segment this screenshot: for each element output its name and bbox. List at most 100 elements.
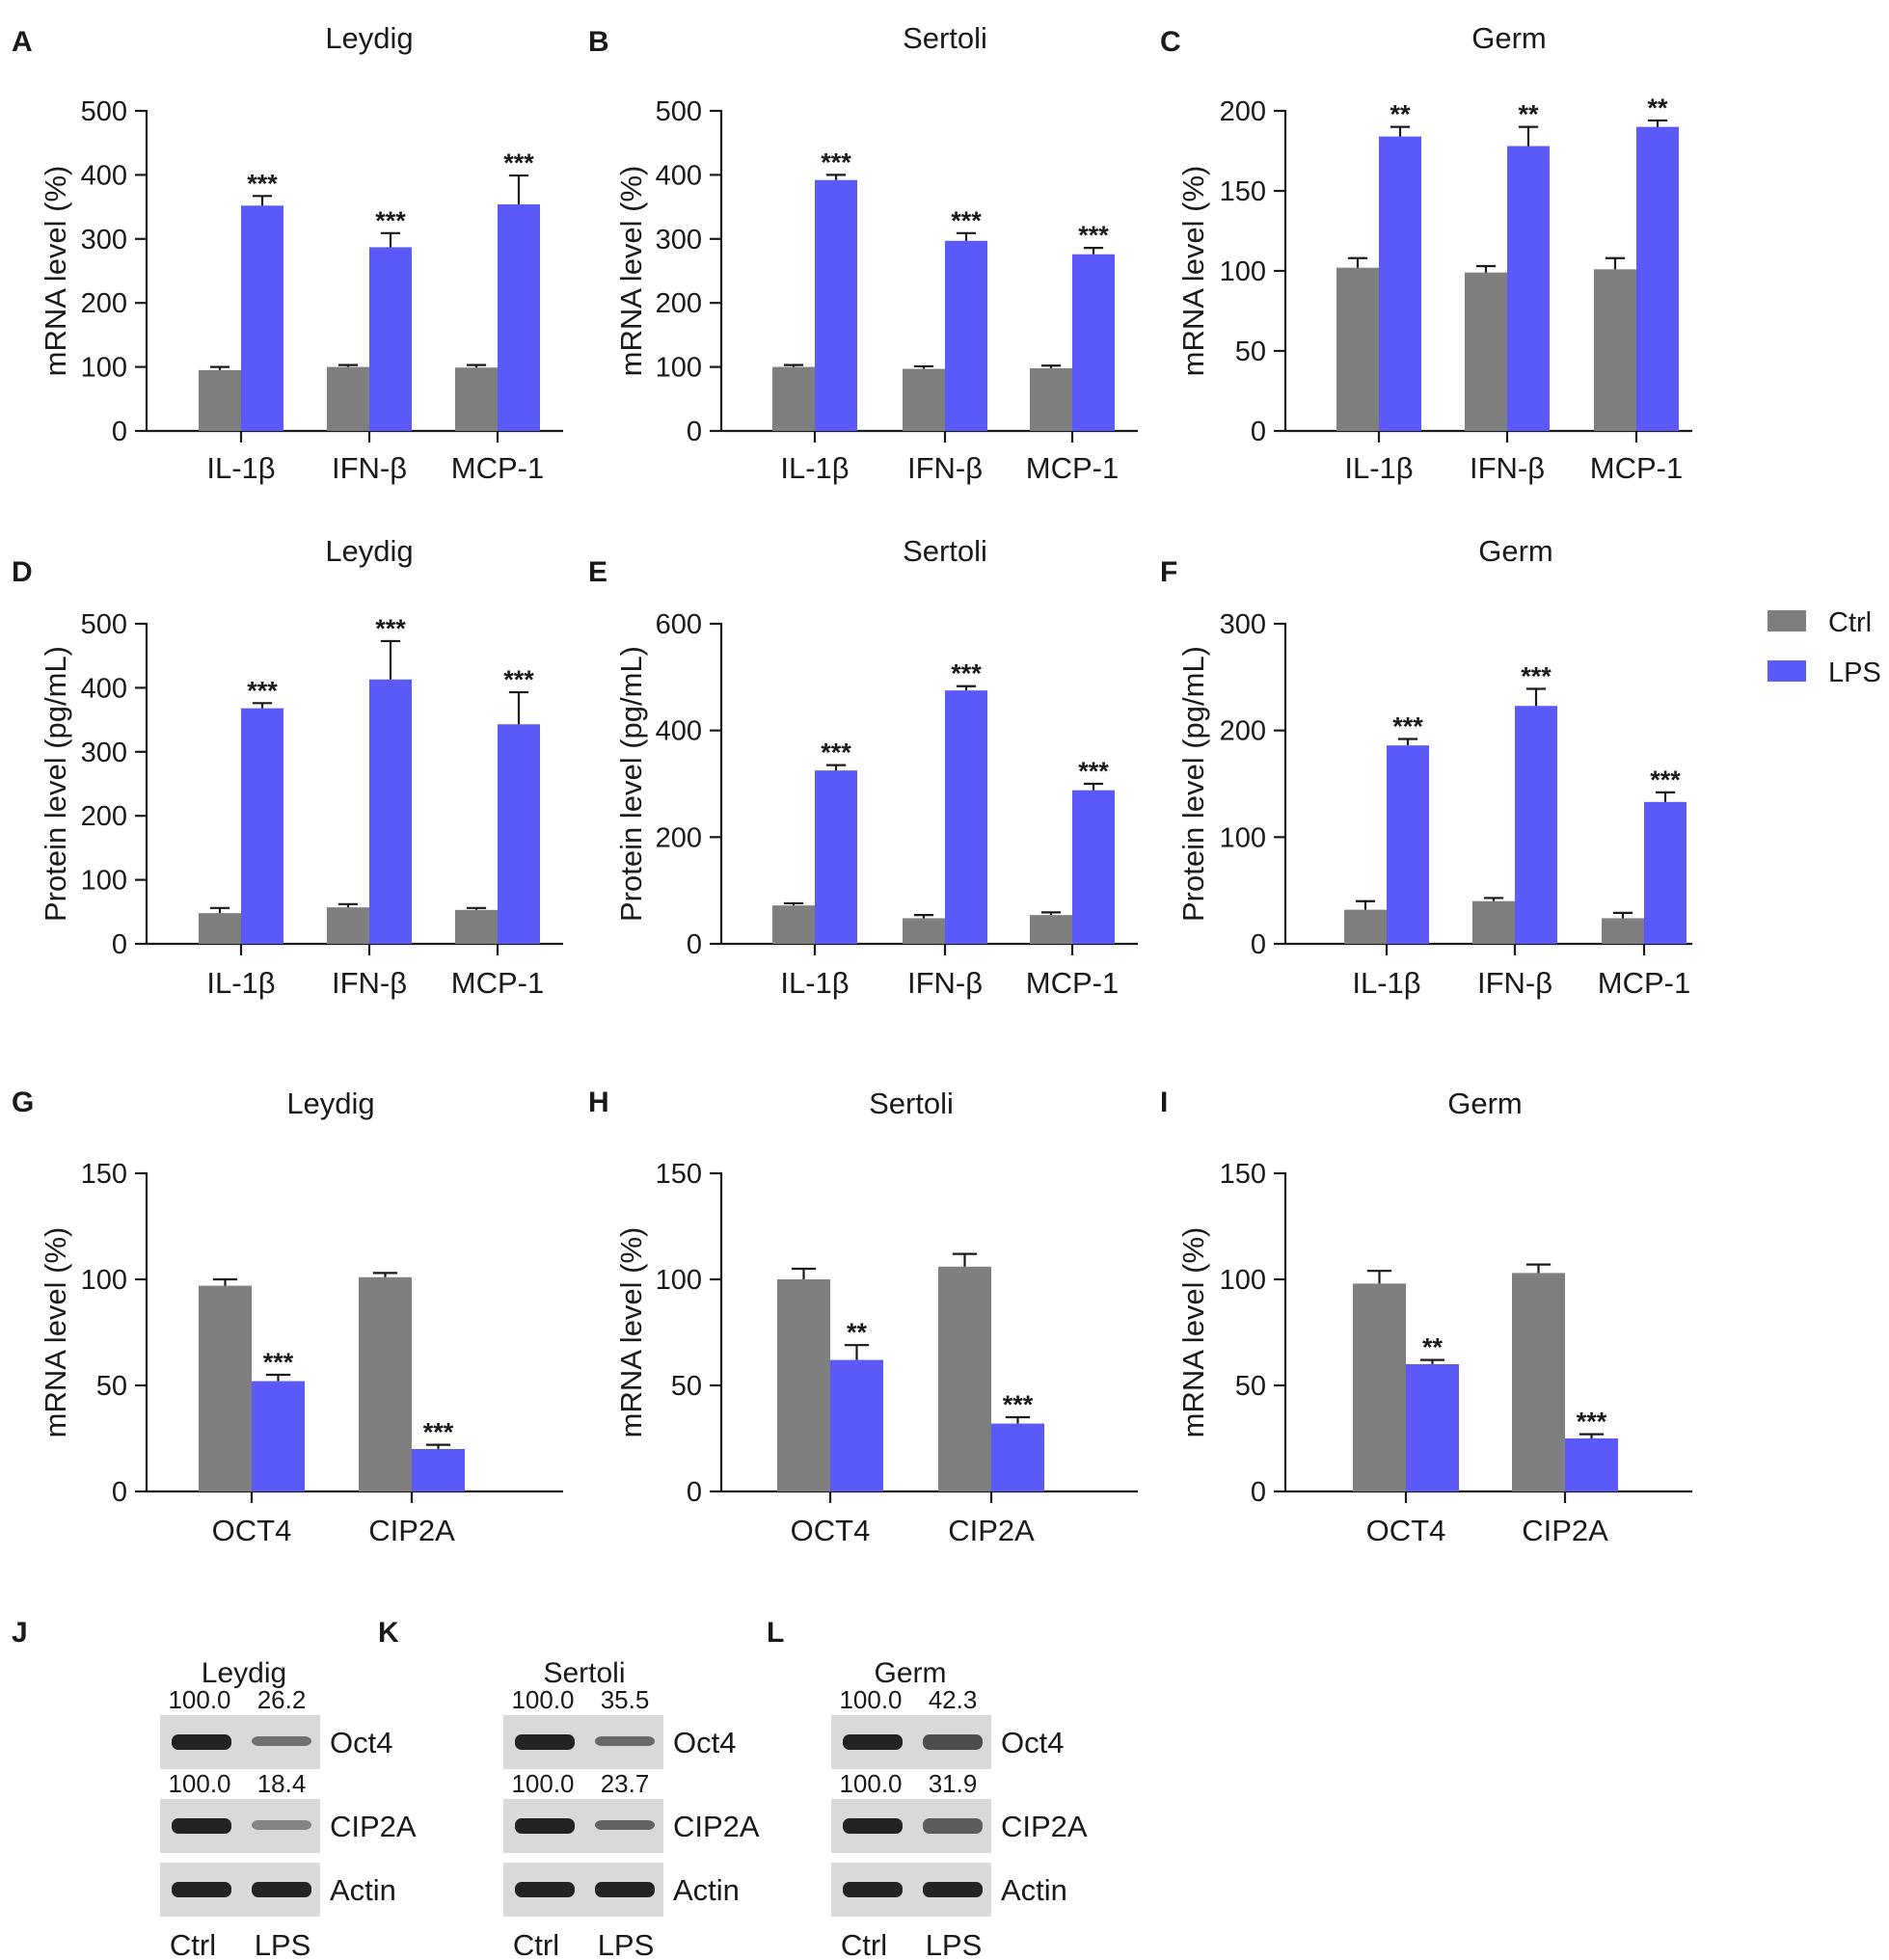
panel-letter: L [767, 1617, 784, 1649]
chart-panel-f: F Germ Protein level (pg/mL) 0 100 200 300 IL-1… [1160, 534, 1692, 1000]
blot-band [515, 1818, 575, 1834]
blot-band [515, 1734, 575, 1750]
bar-lps [830, 1359, 883, 1491]
blot-row-label: Oct4 [1001, 1726, 1064, 1759]
x-tick-label: IFN-β [332, 451, 407, 485]
blot-panel-k: K Sertoli Oct4 100.0 35.5 CIP2A 100.0 23.7 Actin… [378, 1617, 760, 1960]
y-axis-label: mRNA level (%) [614, 1227, 648, 1438]
y-axis-label: mRNA level (%) [1176, 166, 1210, 377]
significance-marker: *** [951, 659, 982, 688]
y-tick-label: 200 [656, 288, 702, 319]
y-tick-label: 200 [1220, 716, 1266, 747]
x-tick-label: IL-1β [1344, 451, 1413, 485]
panel-letter: B [588, 26, 609, 58]
bar-ctrl [772, 905, 815, 944]
bar-ctrl [1472, 900, 1515, 944]
significance-marker: ** [847, 1318, 868, 1347]
x-tick-label: OCT4 [791, 1514, 871, 1547]
bar-lps [991, 1423, 1044, 1491]
bar-lps [1565, 1438, 1618, 1491]
blot-row-cip2a: CIP2A 100.0 23.7 [503, 1769, 760, 1853]
bar-ctrl [777, 1279, 830, 1491]
y-tick-label: 500 [81, 96, 127, 127]
bar-ctrl [199, 913, 241, 944]
blot-panel-j: J Leydig Oct4 100.0 26.2 CIP2A 100.0 18.4 Actin C… [12, 1617, 417, 1960]
y-axis-label: mRNA level (%) [1176, 1227, 1210, 1438]
blot-quant-value: 18.4 [257, 1769, 307, 1798]
bar-lps [252, 1381, 305, 1491]
bar-ctrl [1353, 1283, 1406, 1491]
blot-band [515, 1882, 575, 1897]
x-tick-label: IL-1β [780, 966, 849, 1000]
significance-marker: *** [821, 148, 851, 176]
blot-quant-value: 100.0 [839, 1769, 902, 1798]
blot-row-oct4: Oct4 100.0 26.2 [160, 1685, 392, 1769]
blot-row-oct4: Oct4 100.0 35.5 [503, 1685, 736, 1769]
significance-marker: *** [1577, 1408, 1607, 1436]
x-tick-label: OCT4 [212, 1514, 292, 1547]
significance-marker: *** [503, 665, 534, 694]
blot-quant-value: 100.0 [168, 1685, 230, 1714]
blot-quant-value: 100.0 [511, 1685, 574, 1714]
x-tick-label: IL-1β [780, 451, 849, 485]
blot-quant-value: 23.7 [601, 1769, 650, 1798]
y-tick-label: 100 [81, 866, 127, 897]
blot-lane-label: Ctrl [513, 1928, 559, 1960]
y-axis-label: Protein level (pg/mL) [614, 646, 648, 922]
panel-letter: H [588, 1087, 609, 1118]
y-tick-label: 400 [656, 160, 702, 191]
legend-label: Ctrl [1828, 607, 1872, 638]
y-axis-label: Protein level (pg/mL) [1176, 646, 1210, 922]
blot-lane-label: LPS [598, 1928, 655, 1960]
bar-ctrl [455, 367, 498, 431]
panel-letter: A [12, 26, 33, 58]
chart-title: Germ [1447, 1087, 1523, 1120]
x-tick-label: IFN-β [1470, 451, 1545, 485]
y-tick-label: 150 [656, 1159, 702, 1190]
bar-ctrl [1030, 367, 1072, 431]
significance-marker: *** [951, 206, 982, 235]
blot-band [595, 1820, 655, 1830]
significance-marker: ** [1422, 1333, 1444, 1362]
bar-ctrl [327, 907, 369, 944]
bar-lps [369, 247, 412, 431]
significance-marker: *** [1003, 1390, 1034, 1419]
y-tick-label: 0 [112, 929, 127, 960]
blot-quant-value: 31.9 [929, 1769, 978, 1798]
significance-marker: ** [1518, 100, 1539, 129]
x-tick-label: IFN-β [1477, 966, 1552, 1000]
blot-row-label: CIP2A [1001, 1810, 1088, 1843]
y-tick-label: 150 [81, 1159, 127, 1190]
bar-lps [369, 679, 412, 944]
blot-band [843, 1734, 903, 1750]
bar-lps [815, 770, 857, 944]
blot-quant-value: 100.0 [839, 1685, 902, 1714]
significance-marker: *** [375, 614, 406, 643]
blot-row-actin: Actin [831, 1863, 1067, 1917]
bar-lps [945, 240, 987, 431]
blot-quant-value: 26.2 [257, 1685, 307, 1714]
y-tick-label: 300 [1220, 609, 1266, 640]
significance-marker: ** [1647, 94, 1668, 122]
chart-panel-i: I Germ mRNA level (%) 0 50 100 150 OCT4 ** CIP2A *… [1160, 1087, 1692, 1547]
blot-quant-value: 100.0 [168, 1769, 230, 1798]
blot-band [843, 1882, 903, 1897]
chart-title: Leydig [325, 534, 413, 568]
y-tick-label: 400 [81, 673, 127, 704]
y-axis-label: Protein level (pg/mL) [39, 646, 72, 922]
bar-lps [1636, 126, 1679, 431]
y-tick-label: 100 [81, 1265, 127, 1296]
panel-letter: K [378, 1617, 399, 1649]
legend-swatch-ctrl [1768, 610, 1806, 631]
y-tick-label: 150 [1220, 1159, 1266, 1190]
blot-band [172, 1882, 231, 1897]
bar-ctrl [903, 368, 945, 431]
y-tick-label: 0 [1251, 1477, 1266, 1508]
bar-lps [498, 724, 540, 944]
y-tick-label: 100 [81, 353, 127, 384]
blot-band [252, 1820, 311, 1830]
chart-title: Leydig [325, 21, 413, 55]
x-tick-label: IFN-β [907, 451, 983, 485]
blot-row-label: Actin [330, 1873, 396, 1907]
blot-quant-value: 42.3 [929, 1685, 978, 1714]
